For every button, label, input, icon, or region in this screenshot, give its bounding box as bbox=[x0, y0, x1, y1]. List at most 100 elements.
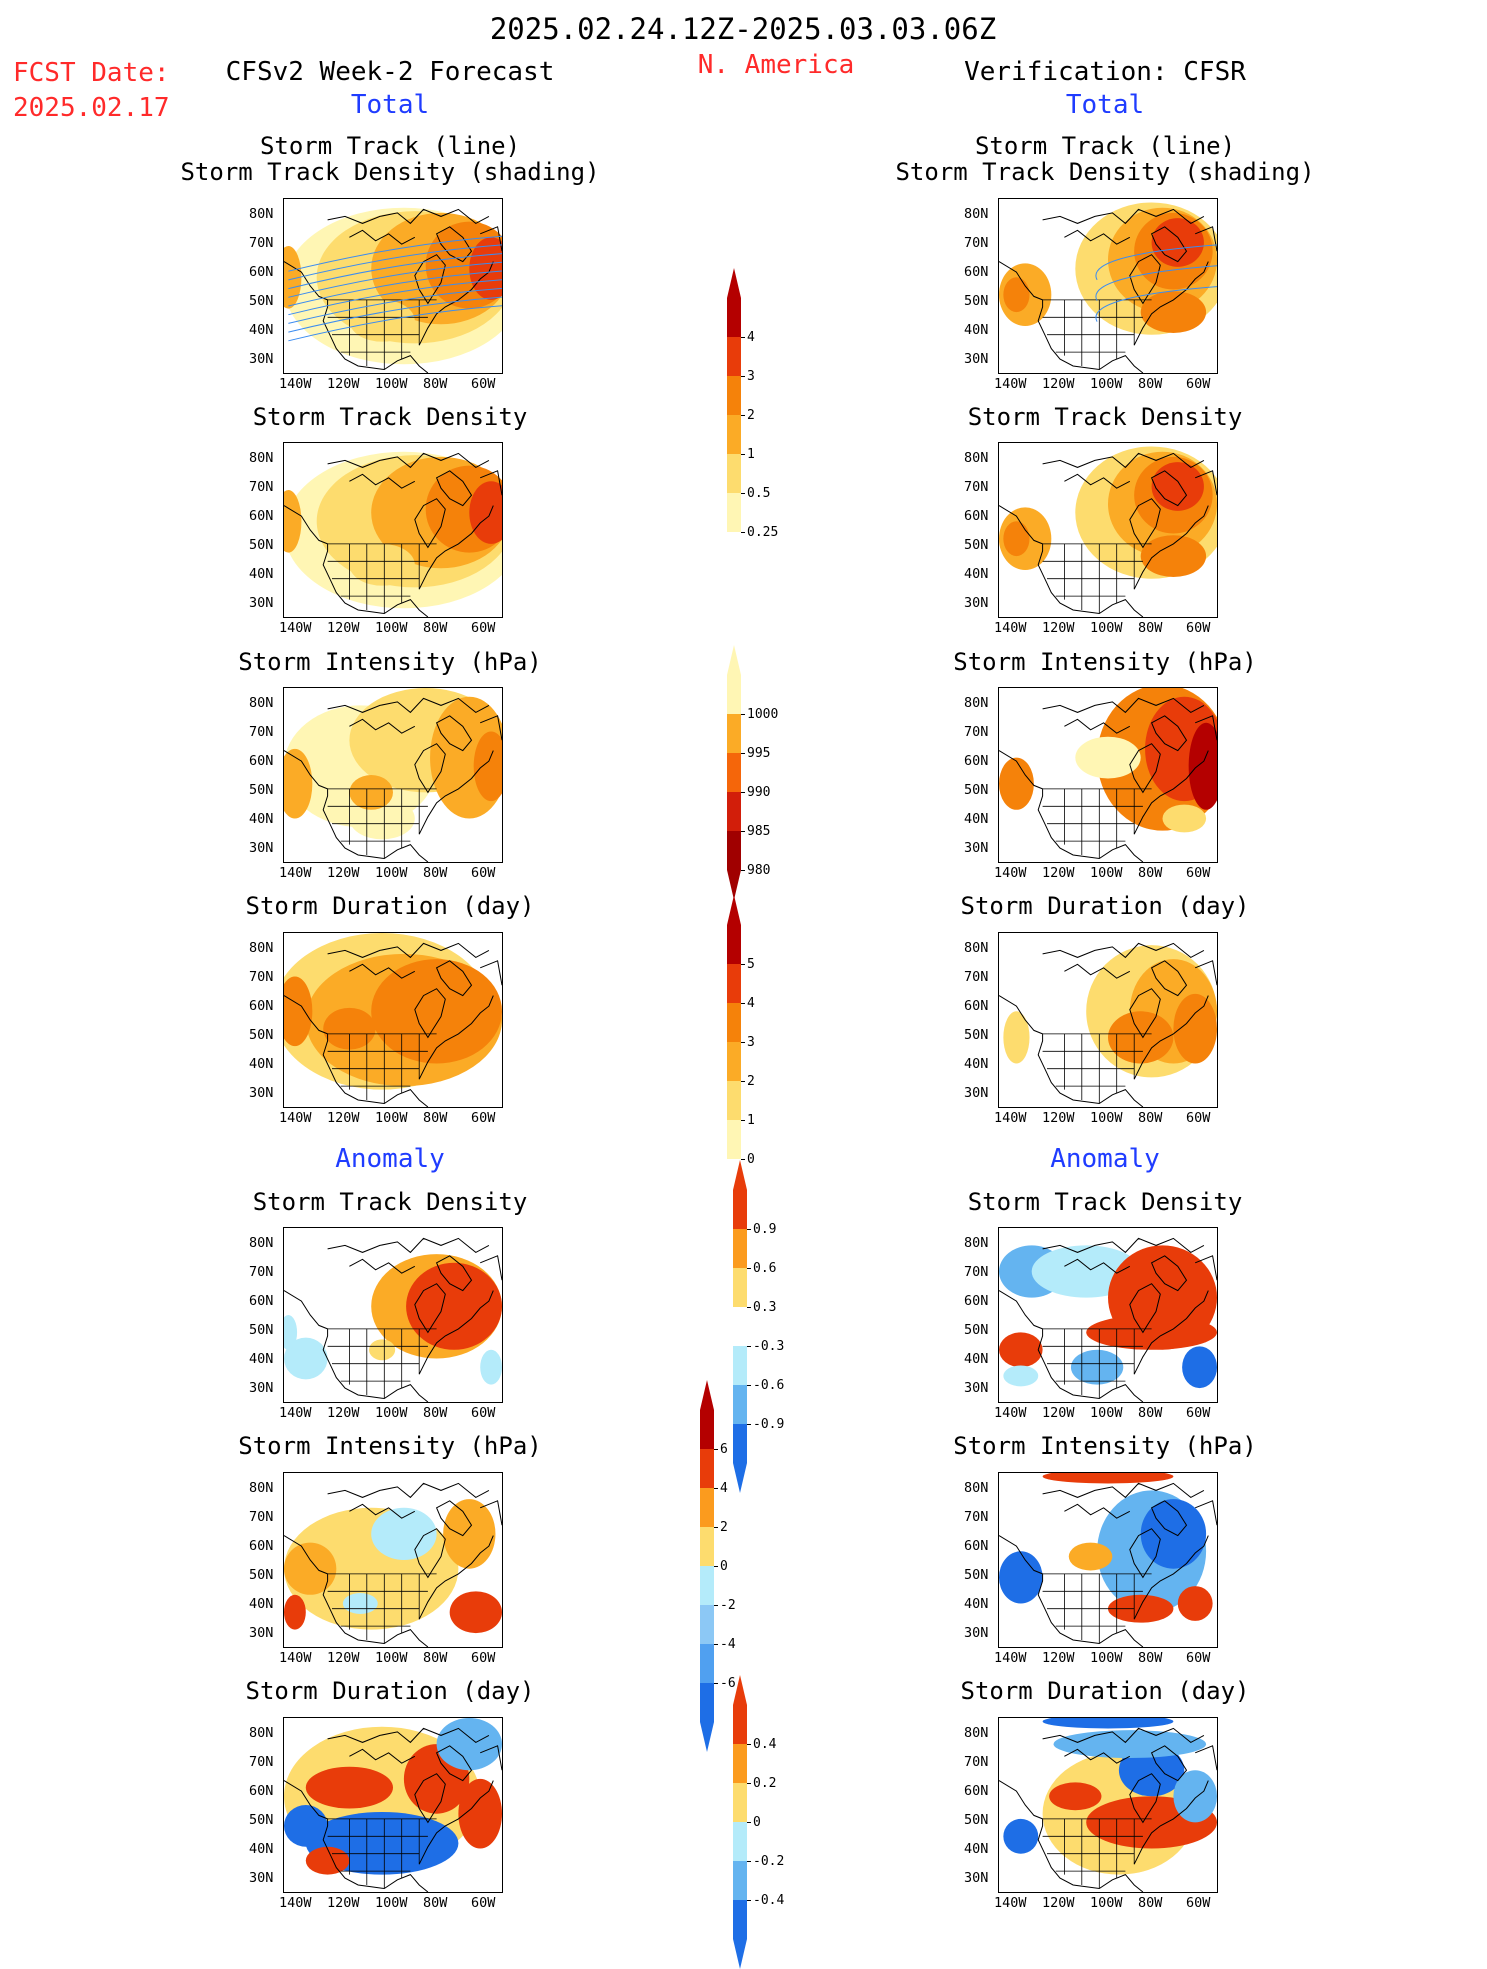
p7-left-title: Storm Duration (day) bbox=[245, 1677, 535, 1705]
colorbar-segment bbox=[727, 1042, 741, 1081]
lon-tick-label: 60W bbox=[1186, 1405, 1211, 1421]
lat-tick-label: 40N bbox=[249, 566, 274, 582]
lon-tick-label: 80W bbox=[1138, 376, 1163, 392]
colorbar-tick bbox=[741, 1003, 745, 1004]
colorbar-tick bbox=[741, 792, 745, 793]
p6-left-title: Storm Intensity (hPa) bbox=[238, 1432, 542, 1460]
shading-blob bbox=[1003, 521, 1030, 557]
lon-tick-label: 100W bbox=[1090, 376, 1123, 392]
lon-tick-label: 120W bbox=[327, 1895, 360, 1911]
lat-tick-label: 50N bbox=[964, 1567, 989, 1583]
shading-blob bbox=[342, 1593, 378, 1614]
colorbar-tick-label: -0.6 bbox=[753, 1378, 785, 1393]
lon-tick-label: 80W bbox=[423, 865, 448, 881]
lat-tick-label: 30N bbox=[249, 1870, 274, 1886]
lat-tick-label: 60N bbox=[964, 508, 989, 524]
colorbar-tick-label: 980 bbox=[747, 863, 771, 878]
storm-track-line bbox=[1095, 286, 1217, 322]
state-borders bbox=[1042, 543, 1152, 614]
colorbar-top-arrow bbox=[727, 895, 741, 925]
colorbar-segment bbox=[733, 1424, 747, 1463]
lon-tick-label: 60W bbox=[471, 620, 496, 636]
colorbar-tick bbox=[747, 1861, 751, 1862]
shading-blob bbox=[1151, 218, 1204, 267]
lat-tick-label: 40N bbox=[249, 1351, 274, 1367]
colorbar-tick bbox=[714, 1644, 718, 1645]
colorbar-top-arrow bbox=[733, 1675, 747, 1705]
colorbar-segment bbox=[733, 1705, 747, 1744]
lat-tick-label: 60N bbox=[964, 1293, 989, 1309]
lon-tick-label: 100W bbox=[375, 376, 408, 392]
shading-blob bbox=[443, 1499, 496, 1569]
lat-tick-label: 40N bbox=[249, 322, 274, 338]
colorbar-segment bbox=[727, 1081, 741, 1120]
coastline bbox=[999, 1482, 1217, 1647]
lon-tick-label: 120W bbox=[1042, 1895, 1075, 1911]
colorbar-tick bbox=[714, 1566, 718, 1567]
shading-blob bbox=[369, 1339, 396, 1361]
shading-blob bbox=[1086, 1315, 1217, 1350]
colorbar-tick-label: 0 bbox=[720, 1559, 728, 1574]
lat-tick-label: 60N bbox=[964, 753, 989, 769]
lat-tick-label: 50N bbox=[964, 782, 989, 798]
colorbar-segment bbox=[733, 1744, 747, 1783]
shading-blob bbox=[1140, 535, 1207, 577]
colorbar-tick bbox=[747, 1783, 751, 1784]
colorbar-tick-label: 0.5 bbox=[747, 486, 771, 501]
colorbar-tick bbox=[747, 1744, 751, 1745]
shading-blob bbox=[1162, 804, 1207, 833]
colorbar-tick bbox=[714, 1449, 718, 1450]
storm-track-left-map bbox=[283, 198, 503, 374]
colorbar-segment bbox=[727, 675, 741, 714]
colorbar-segment bbox=[733, 1900, 747, 1939]
coastline bbox=[999, 1237, 1217, 1402]
colorbar-tick-label: 2 bbox=[720, 1520, 728, 1535]
lon-tick-label: 100W bbox=[1090, 620, 1123, 636]
colorbar-segment bbox=[727, 415, 741, 454]
storm-duration-right-map bbox=[998, 932, 1218, 1108]
shading-blob bbox=[1003, 1011, 1030, 1064]
lat-tick-label: 30N bbox=[964, 1625, 989, 1641]
shading-blob bbox=[1173, 1770, 1217, 1823]
shading-blob bbox=[284, 489, 302, 553]
colorbar-tick-label: 985 bbox=[747, 824, 771, 839]
colorbar-tick-label: 0 bbox=[747, 1152, 755, 1167]
colorbar-tick bbox=[741, 1159, 745, 1160]
shading-blob bbox=[999, 1332, 1043, 1368]
lon-tick-label: 80W bbox=[423, 1405, 448, 1421]
lon-tick-label: 120W bbox=[327, 1405, 360, 1421]
density-colorbar: 4 3 2 1 0.5 0.25 bbox=[727, 268, 778, 539]
colorbar-tick-label: 3 bbox=[747, 369, 755, 384]
lat-tick-label: 80N bbox=[964, 450, 989, 466]
state-borders bbox=[1042, 1033, 1152, 1104]
lat-tick-label: 40N bbox=[249, 1596, 274, 1612]
coastline bbox=[284, 452, 502, 617]
state-borders bbox=[327, 788, 437, 859]
shading-blob bbox=[1177, 1586, 1213, 1621]
lon-tick-label: 100W bbox=[375, 1895, 408, 1911]
colorbar-tick bbox=[741, 1081, 745, 1082]
lat-tick-label: 50N bbox=[964, 1812, 989, 1828]
lat-tick-label: 80N bbox=[249, 206, 274, 222]
lat-tick-label: 40N bbox=[964, 566, 989, 582]
colorbar-tick bbox=[747, 1385, 751, 1386]
lon-tick-label: 60W bbox=[471, 376, 496, 392]
colorbar-tick-label: -4 bbox=[720, 1637, 736, 1652]
lon-tick-label: 80W bbox=[423, 620, 448, 636]
p5-right-title: Storm Track Density bbox=[967, 1188, 1243, 1216]
lon-tick-label: 100W bbox=[375, 1650, 408, 1666]
right-total-label: Total bbox=[1065, 90, 1145, 120]
lat-tick-label: 30N bbox=[249, 1625, 274, 1641]
coastline bbox=[999, 942, 1217, 1107]
lat-tick-label: 40N bbox=[964, 1351, 989, 1367]
lon-tick-label: 60W bbox=[1186, 1895, 1211, 1911]
p2-right-title: Storm Track Density bbox=[967, 403, 1243, 431]
lon-tick-label: 100W bbox=[1090, 865, 1123, 881]
colorbar-tick-label: -0.2 bbox=[753, 1854, 785, 1869]
state-borders bbox=[1042, 788, 1152, 859]
lon-tick-label: 60W bbox=[471, 1895, 496, 1911]
shading-blob bbox=[1049, 1782, 1102, 1811]
intensity-colorbar: 1000 995 990 985 980 bbox=[727, 645, 778, 900]
p1-right-title-line2: Storm Track Density (shading) bbox=[895, 158, 1315, 186]
colorbar-segment bbox=[727, 454, 741, 493]
